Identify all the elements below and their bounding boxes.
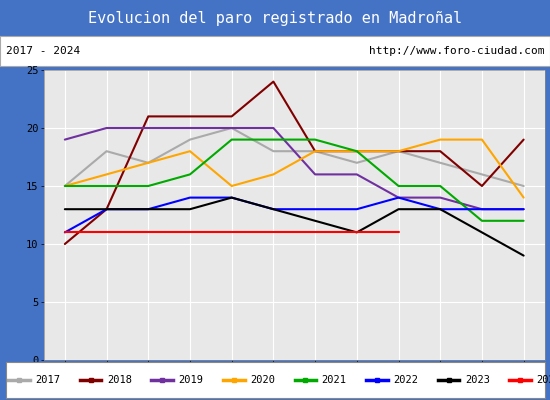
Text: Evolucion del paro registrado en Madroñal: Evolucion del paro registrado en Madroña… (88, 10, 462, 26)
Text: 2019: 2019 (178, 375, 204, 385)
Text: 2017 - 2024: 2017 - 2024 (6, 46, 80, 56)
Text: 2022: 2022 (393, 375, 418, 385)
Text: 2018: 2018 (107, 375, 132, 385)
Text: 2023: 2023 (465, 375, 490, 385)
Text: 2020: 2020 (250, 375, 275, 385)
Text: http://www.foro-ciudad.com: http://www.foro-ciudad.com (369, 46, 544, 56)
Text: 2017: 2017 (35, 375, 60, 385)
Text: 2021: 2021 (322, 375, 346, 385)
Text: 2024: 2024 (536, 375, 550, 385)
